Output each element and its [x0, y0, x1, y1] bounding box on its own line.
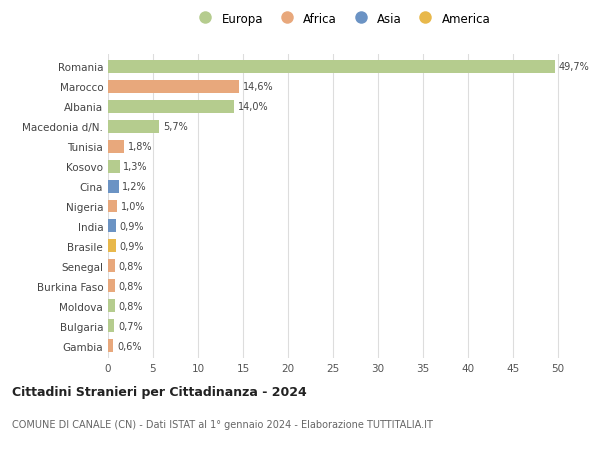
Text: 14,6%: 14,6% — [243, 82, 274, 92]
Bar — [108, 340, 113, 353]
Bar — [108, 319, 114, 333]
Text: 0,6%: 0,6% — [117, 341, 142, 351]
Text: Cittadini Stranieri per Cittadinanza - 2024: Cittadini Stranieri per Cittadinanza - 2… — [12, 385, 307, 398]
Bar — [108, 160, 120, 173]
Text: 5,7%: 5,7% — [163, 122, 188, 132]
Bar — [108, 280, 115, 293]
Text: 0,9%: 0,9% — [120, 241, 144, 252]
Text: COMUNE DI CANALE (CN) - Dati ISTAT al 1° gennaio 2024 - Elaborazione TUTTITALIA.: COMUNE DI CANALE (CN) - Dati ISTAT al 1°… — [12, 419, 433, 429]
Bar — [108, 140, 124, 153]
Text: 0,7%: 0,7% — [118, 321, 143, 331]
Text: 1,2%: 1,2% — [122, 182, 147, 191]
Bar — [108, 120, 160, 133]
Bar — [108, 300, 115, 313]
Legend: Europa, Africa, Asia, America: Europa, Africa, Asia, America — [193, 12, 491, 25]
Bar — [108, 240, 116, 253]
Text: 49,7%: 49,7% — [559, 62, 590, 72]
Text: 0,8%: 0,8% — [119, 261, 143, 271]
Bar — [108, 61, 556, 73]
Bar — [108, 80, 239, 94]
Text: 1,3%: 1,3% — [124, 162, 148, 172]
Text: 0,9%: 0,9% — [120, 222, 144, 231]
Text: 14,0%: 14,0% — [238, 102, 268, 112]
Bar — [108, 180, 119, 193]
Text: 1,0%: 1,0% — [121, 202, 145, 212]
Bar — [108, 101, 234, 113]
Text: 0,8%: 0,8% — [119, 281, 143, 291]
Text: 0,8%: 0,8% — [119, 301, 143, 311]
Bar — [108, 220, 116, 233]
Bar — [108, 260, 115, 273]
Text: 1,8%: 1,8% — [128, 142, 152, 152]
Bar — [108, 200, 117, 213]
